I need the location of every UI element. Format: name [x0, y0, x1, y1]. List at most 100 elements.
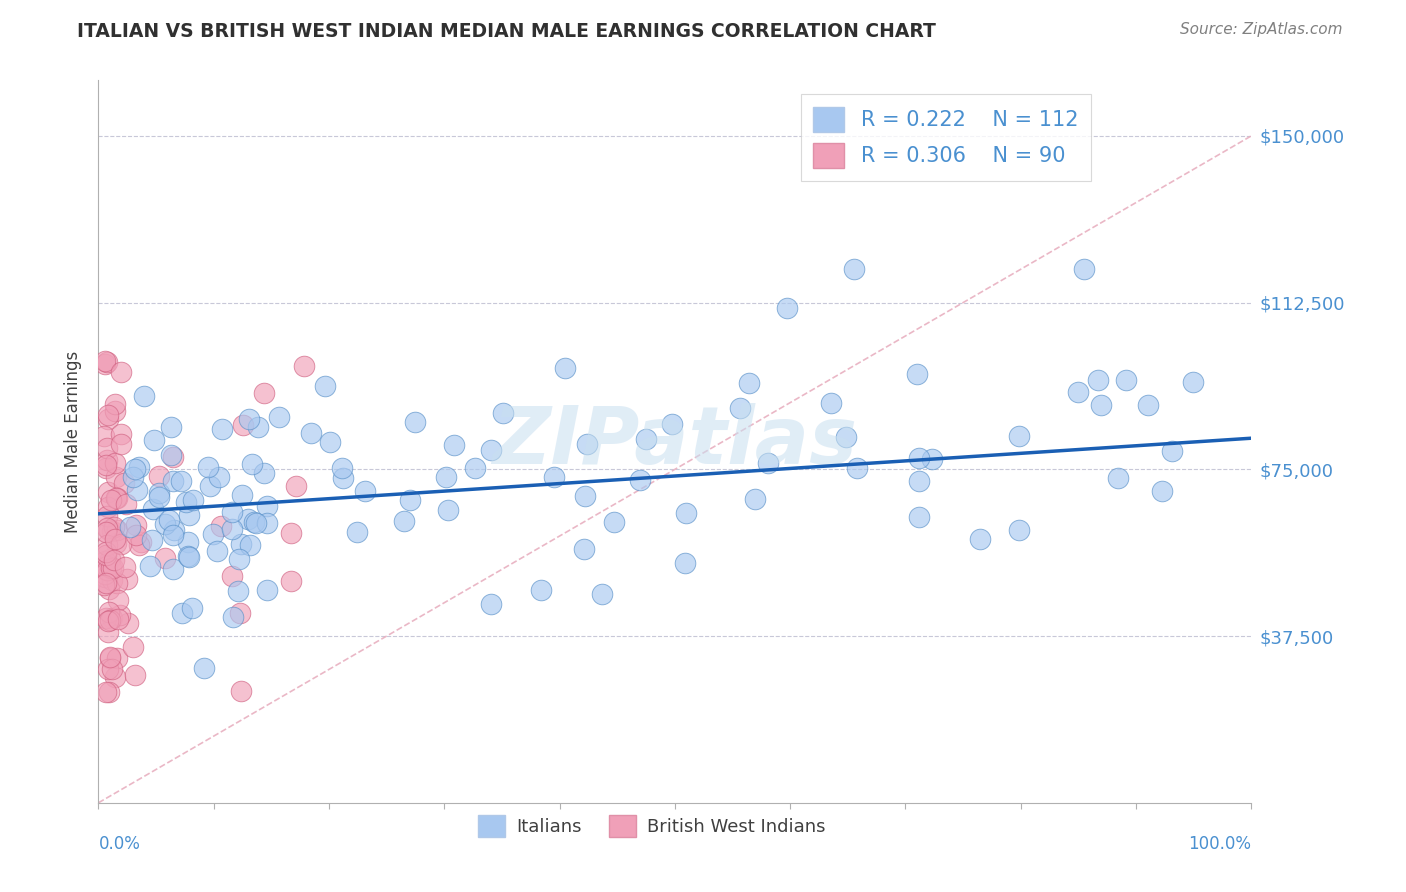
Point — [738, 376, 761, 391]
Point — [201, 527, 224, 541]
Point — [1136, 398, 1159, 412]
Point — [267, 409, 290, 424]
Point — [205, 543, 228, 558]
Point — [228, 552, 250, 566]
Point — [209, 519, 232, 533]
Point — [464, 461, 486, 475]
Point — [576, 436, 599, 450]
Point — [434, 470, 457, 484]
Text: 0.0%: 0.0% — [98, 835, 141, 854]
Point — [628, 473, 651, 487]
Point — [835, 430, 858, 444]
Point — [104, 532, 127, 546]
Legend: Italians, British West Indians: Italians, British West Indians — [471, 808, 832, 845]
Point — [96, 563, 118, 577]
Point — [603, 515, 626, 529]
Point — [96, 559, 118, 574]
Point — [256, 582, 278, 597]
Point — [110, 364, 132, 378]
Point — [148, 490, 170, 504]
Point — [103, 553, 125, 567]
Point — [299, 425, 322, 440]
Point — [529, 583, 551, 598]
Point — [1161, 443, 1184, 458]
Point — [443, 438, 465, 452]
Point — [354, 483, 377, 498]
Point — [193, 661, 215, 675]
Point — [177, 534, 200, 549]
Point — [776, 301, 799, 315]
Point — [907, 474, 929, 488]
Point — [1067, 385, 1090, 400]
Point — [100, 561, 122, 575]
Point — [170, 474, 193, 488]
Point — [114, 559, 136, 574]
Point — [97, 408, 120, 422]
Point — [436, 503, 458, 517]
Point — [129, 534, 152, 549]
Point — [94, 570, 117, 584]
Point — [229, 537, 252, 551]
Point — [128, 460, 150, 475]
Point — [1107, 471, 1129, 485]
Point — [107, 612, 129, 626]
Point — [280, 525, 302, 540]
Point — [1073, 262, 1095, 277]
Point — [96, 355, 118, 369]
Point — [142, 433, 165, 447]
Point — [94, 354, 117, 368]
Point — [94, 544, 117, 558]
Point — [160, 449, 183, 463]
Point — [908, 451, 931, 466]
Point — [160, 419, 183, 434]
Point — [239, 538, 262, 552]
Point — [105, 523, 128, 537]
Point — [228, 606, 250, 620]
Point — [98, 651, 121, 665]
Point — [314, 379, 336, 393]
Point — [319, 435, 342, 450]
Point — [398, 493, 420, 508]
Point — [634, 432, 657, 446]
Point — [115, 497, 138, 511]
Point — [125, 528, 148, 542]
Point — [1087, 373, 1109, 387]
Point — [93, 578, 115, 592]
Point — [110, 436, 132, 450]
Point — [1115, 374, 1137, 388]
Point — [756, 456, 779, 470]
Point — [101, 662, 124, 676]
Point — [172, 607, 194, 621]
Point — [728, 401, 751, 415]
Point — [104, 670, 127, 684]
Point — [969, 532, 991, 546]
Point — [162, 474, 184, 488]
Point — [181, 492, 204, 507]
Point — [96, 625, 118, 640]
Point — [280, 574, 302, 588]
Point — [921, 452, 943, 467]
Point — [105, 491, 128, 505]
Point — [198, 479, 221, 493]
Point — [905, 367, 928, 381]
Point — [162, 528, 184, 542]
Point — [124, 462, 146, 476]
Point — [94, 610, 117, 624]
Point — [97, 662, 120, 676]
Point — [148, 486, 170, 500]
Point — [117, 615, 139, 630]
Point — [253, 385, 276, 400]
Point — [93, 429, 115, 443]
Point — [100, 649, 122, 664]
Point — [592, 587, 614, 601]
Point — [543, 469, 565, 483]
Point — [105, 470, 128, 484]
Point — [93, 567, 115, 582]
Point — [245, 516, 267, 531]
Point — [100, 493, 122, 508]
Point — [138, 558, 160, 573]
Point — [1008, 428, 1031, 442]
Point — [197, 459, 219, 474]
Point — [94, 548, 117, 562]
Point — [96, 441, 118, 455]
